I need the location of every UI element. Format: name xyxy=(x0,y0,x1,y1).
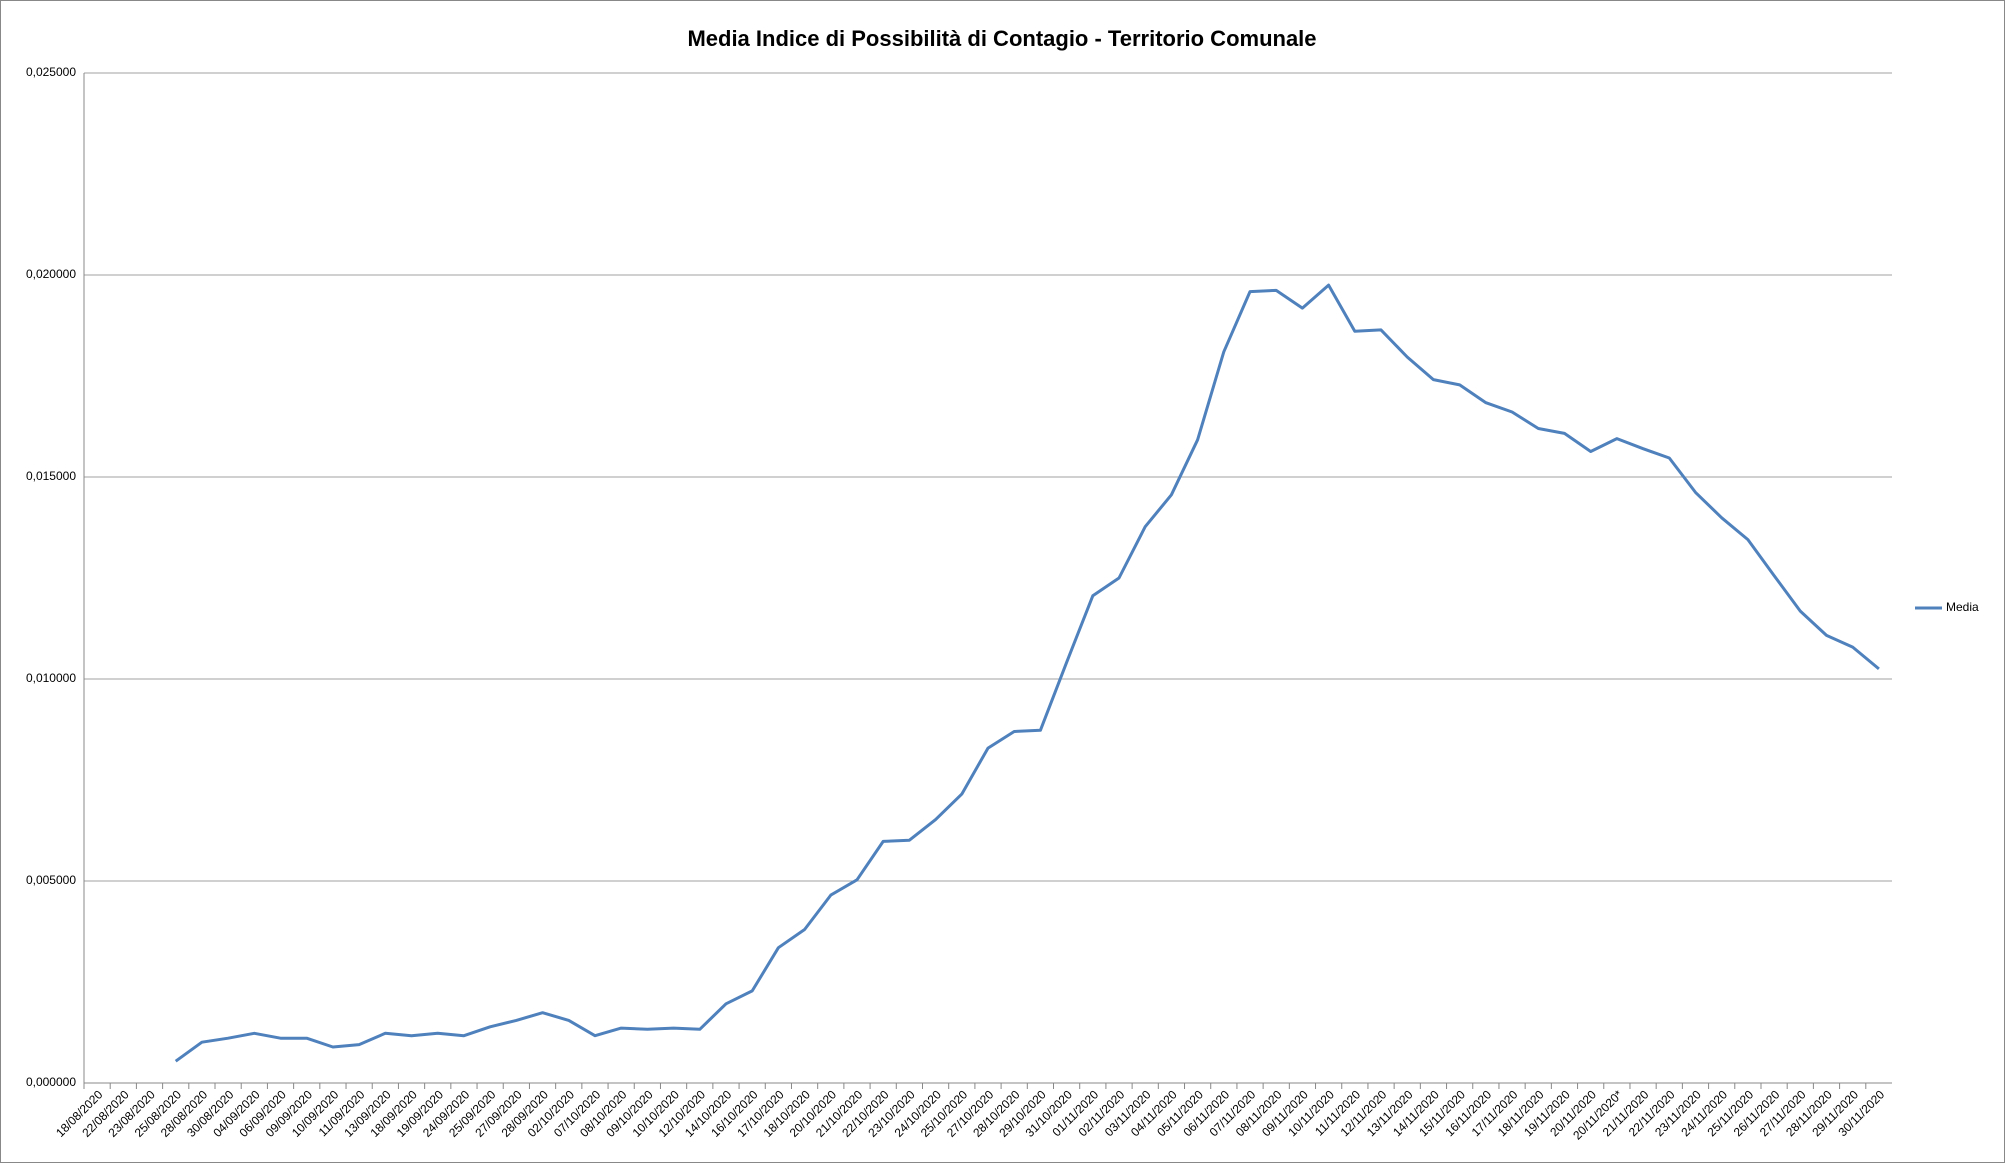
data-line xyxy=(174,283,1880,1063)
y-tick-label: 0,000000 xyxy=(26,1075,76,1089)
y-tick-label: 0,020000 xyxy=(26,267,76,281)
y-tick-label: 0,025000 xyxy=(26,65,76,79)
y-tick-label: 0,015000 xyxy=(26,469,76,483)
chart-title: Media Indice di Possibilità di Contagio … xyxy=(687,26,1316,51)
legend-label: Media xyxy=(1946,600,1979,614)
y-tick-label: 0,005000 xyxy=(26,873,76,887)
y-tick-label: 0,010000 xyxy=(26,671,76,685)
